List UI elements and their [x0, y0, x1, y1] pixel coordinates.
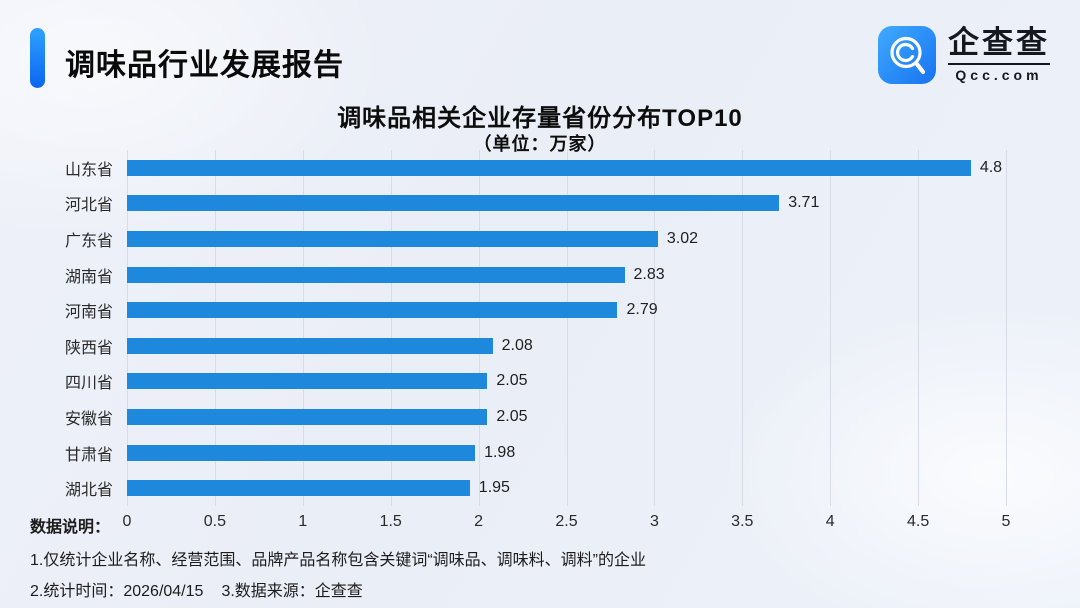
- bar-row: 安徽省 2.05: [65, 399, 1006, 435]
- value-label: 2.83: [633, 265, 665, 283]
- x-tick-label: 3: [649, 513, 659, 530]
- bar-row: 河北省 3.71: [65, 186, 1006, 222]
- bar-安徽省: [127, 408, 488, 425]
- chart-subtitle: （单位：万家）: [473, 134, 607, 154]
- value-label: 1.95: [478, 479, 510, 497]
- gridline-3.5: [742, 150, 744, 506]
- report-title: 调味品行业发展报告: [65, 49, 344, 82]
- gridline-3: [654, 150, 656, 506]
- bar-row: 陕西省 2.08: [65, 328, 1006, 364]
- bar-row: 河南省 2.79: [65, 292, 1006, 328]
- x-tick-label: 0: [122, 513, 132, 530]
- bar-河南省: [127, 302, 618, 319]
- value-label: 3.71: [788, 194, 820, 212]
- category-label: 陕西省: [64, 339, 113, 357]
- footnote-label: 数据说明：: [30, 519, 111, 536]
- footnote-2-time: 2.统计时间：2026/04/15: [30, 583, 204, 600]
- gridline-1.5: [390, 150, 392, 506]
- gridline-5: [1006, 150, 1007, 506]
- qcc-logo-name-cn: 企查查: [948, 25, 1050, 61]
- bar-山东省: [127, 159, 971, 176]
- gridline-2.5: [566, 150, 568, 506]
- x-tick-label: 1: [298, 513, 308, 530]
- bar-row: 湖南省 2.83: [65, 257, 1006, 293]
- bar-chart-plot: 山东省 4.8 河北省 3.71 广东省 3.02 湖南省 2.83 河南省 2.79 陕西省 2.0…: [65, 150, 1007, 506]
- title-accent-bar: [30, 28, 45, 88]
- qcc-logo-icon: [878, 26, 936, 84]
- footnote-3-source: 3.数据来源：企查查: [221, 583, 363, 600]
- x-tick-label: 1.5: [379, 513, 402, 530]
- category-label: 湖南省: [64, 268, 113, 286]
- bar-广东省: [127, 230, 658, 247]
- x-tick-label: 2: [474, 513, 484, 530]
- gridline-0: [127, 150, 128, 506]
- category-label: 四川省: [64, 375, 113, 393]
- bar-row: 山东省 4.8: [65, 150, 1006, 186]
- gridline-0.5: [214, 150, 216, 506]
- report-header: 调味品行业发展报告 企查查 Qcc.com: [30, 26, 1050, 90]
- bar-河北省: [127, 195, 780, 212]
- gridline-2: [478, 150, 480, 506]
- bar-甘肃省: [127, 444, 476, 461]
- category-label: 河南省: [64, 304, 113, 322]
- value-label: 1.98: [484, 443, 516, 461]
- value-label: 2.79: [626, 301, 658, 319]
- footnotes: 数据说明： 1.仅统计企业名称、经营范围、品牌产品名称包含关键词“调味品、调味料…: [30, 513, 646, 600]
- bar-湖北省: [127, 480, 470, 497]
- category-label: 湖北省: [64, 482, 113, 500]
- value-label: 2.08: [501, 336, 533, 354]
- plot-rows: 山东省 4.8 河北省 3.71 广东省 3.02 湖南省 2.83 河南省 2.79 陕西省 2.0…: [65, 150, 1006, 506]
- x-tick-label: 3.5: [731, 513, 754, 530]
- category-label: 甘肃省: [64, 446, 113, 464]
- category-label: 安徽省: [64, 410, 113, 428]
- x-tick-label: 4: [825, 513, 835, 530]
- bar-row: 广东省 3.02: [65, 221, 1006, 257]
- gridline-4: [830, 150, 832, 506]
- chart-title: 调味品相关企业存量省份分布TOP10: [337, 105, 743, 132]
- qcc-logo: 企查查 Qcc.com: [878, 26, 1050, 84]
- x-axis: 0 0.5 1 1.5 2 2.5 3 3.5 4 4.5 5: [123, 513, 1011, 533]
- x-tick-label: 0.5: [203, 513, 227, 530]
- bar-row: 湖北省 1.95: [65, 470, 1006, 506]
- qcc-logo-divider: [948, 62, 1050, 65]
- value-label: 2.05: [496, 407, 528, 425]
- value-label: 4.8: [979, 158, 1003, 176]
- bar-四川省: [127, 373, 488, 390]
- qcc-logo-name-en: Qcc.com: [955, 66, 1043, 83]
- x-tick-label: 4.5: [906, 513, 930, 530]
- footnote-2: 2.统计时间：2026/04/15 3.数据来源：企查查: [30, 577, 363, 601]
- bar-row: 甘肃省 1.98: [65, 435, 1006, 471]
- footnote-1: 1.仅统计企业名称、经营范围、品牌产品名称包含关键词“调味品、调味料、调料”的企…: [30, 552, 647, 569]
- category-label: 广东省: [64, 232, 113, 250]
- category-label: 山东省: [64, 161, 113, 179]
- bar-陕西省: [127, 337, 493, 354]
- value-label: 3.02: [666, 229, 699, 247]
- x-tick-label: 5: [1001, 513, 1011, 530]
- category-label: 河北省: [64, 197, 113, 215]
- bar-row: 四川省 2.05: [65, 364, 1006, 400]
- qcc-logo-text: 企查查 Qcc.com: [948, 27, 1050, 83]
- bar-湖南省: [127, 266, 625, 283]
- gridline-4.5: [918, 150, 920, 506]
- x-tick-label: 2.5: [555, 513, 578, 530]
- value-label: 2.05: [496, 372, 528, 390]
- gridline-1: [302, 150, 304, 506]
